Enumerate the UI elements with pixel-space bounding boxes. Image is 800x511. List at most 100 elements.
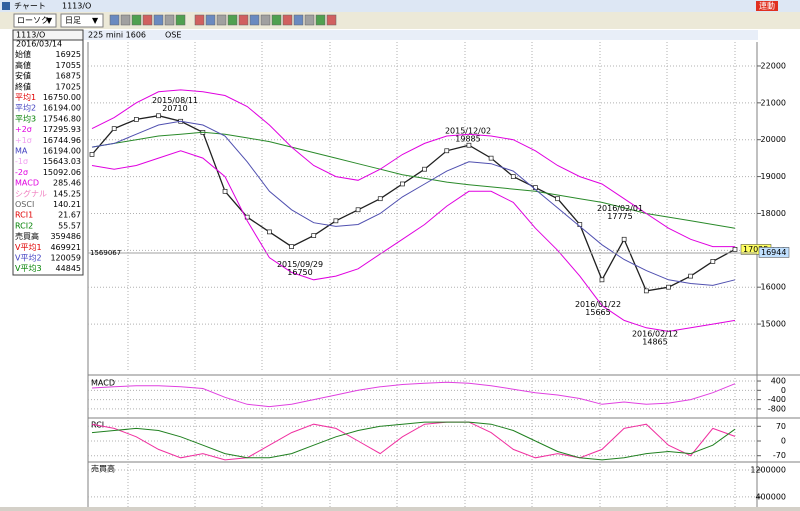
annotation-date: 2016/02/12: [632, 330, 678, 339]
info-label: 始値: [15, 49, 31, 59]
info-value: 140.21: [53, 200, 81, 209]
series-line: [91, 150, 736, 332]
y-tick-label: 22000: [761, 61, 786, 70]
info-label: RCI2: [15, 221, 33, 230]
title-bar: [0, 0, 800, 12]
y-tick-label: 21000: [761, 98, 786, 107]
price-marker: [510, 174, 516, 179]
info-value: 285.46: [53, 179, 81, 188]
price-marker: [377, 196, 383, 202]
y-tick-label: 19000: [761, 172, 786, 181]
contract: 225 mini 1606: [88, 31, 146, 40]
tool-icon[interactable]: [315, 14, 326, 26]
info-value: 145.25: [53, 189, 81, 198]
info-value: 359486: [50, 232, 81, 241]
price-marker: [688, 273, 694, 279]
tool-icon[interactable]: [304, 14, 315, 26]
link-button-label[interactable]: 連動: [759, 1, 775, 11]
annotation-value: 16750: [287, 268, 312, 277]
info-label: V平均3: [15, 263, 42, 273]
info-label: V平均1: [15, 242, 42, 252]
chart-style[interactable]: ローソク: [17, 16, 49, 25]
info-value: 16750.00: [43, 93, 81, 102]
tool-icon[interactable]: [142, 14, 153, 26]
price-marker: [422, 166, 427, 172]
tool-icon[interactable]: [260, 14, 271, 26]
annotation-date: 2015/08/11: [152, 96, 198, 105]
app-icon: [2, 2, 10, 10]
tool-icon[interactable]: [249, 14, 260, 26]
y-tick-label: 20000: [761, 135, 786, 144]
series-line: [91, 421, 736, 461]
info-label: +1σ: [15, 136, 32, 145]
price-marker: [488, 155, 494, 161]
info-label: 終値: [15, 81, 31, 91]
tool-icon[interactable]: [216, 14, 227, 26]
link-button[interactable]: [756, 1, 778, 11]
annotation-value: 17775: [607, 212, 632, 221]
annotation-date: 2015/09/29: [277, 260, 323, 269]
tool-icon[interactable]: [194, 14, 205, 26]
chart-style-select[interactable]: [13, 13, 57, 28]
panel-title: MACD: [91, 379, 115, 388]
tool-icon[interactable]: [175, 14, 186, 26]
tool-icon[interactable]: [131, 14, 142, 26]
toolbar-icons: [109, 14, 337, 26]
price-tag-label: 17025: [743, 245, 768, 254]
price-marker: [621, 236, 627, 242]
info-value: 16194.00: [43, 147, 81, 156]
y-tick-label: 70: [776, 422, 786, 431]
tool-icon[interactable]: [153, 14, 164, 26]
left-label: 1569067: [90, 249, 121, 257]
tool-icon[interactable]: [120, 14, 131, 26]
period[interactable]: 日足: [65, 16, 81, 25]
price-marker: [400, 181, 405, 187]
dropdown-arrow[interactable]: ▼: [46, 16, 53, 25]
price-marker: [289, 244, 294, 249]
dropdown-arrow[interactable]: ▼: [92, 16, 99, 25]
info-label: OSCI: [15, 200, 34, 209]
info-label: 平均3: [15, 113, 36, 123]
series-line: [91, 381, 736, 408]
info-label: 安値: [15, 71, 31, 81]
price-marker: [710, 259, 716, 264]
info-label: -2σ: [15, 168, 28, 177]
tool-icon[interactable]: [164, 14, 175, 26]
period-select[interactable]: [60, 13, 104, 28]
info-value: 17025: [56, 82, 81, 91]
y-tick-label: 1200000: [750, 466, 786, 475]
price-tag-label: 16944: [761, 248, 786, 257]
tool-icon[interactable]: [227, 14, 238, 26]
tool-icon[interactable]: [293, 14, 304, 26]
info-value: 120059: [50, 254, 81, 263]
info-value: 16194.00: [43, 104, 81, 113]
y-tick-label: -70: [773, 451, 786, 460]
tool-icon[interactable]: [326, 14, 337, 26]
info-label: 売買高: [15, 231, 39, 241]
annotation-value: 14865: [642, 338, 667, 347]
series-line: [91, 421, 736, 461]
tool-icon[interactable]: [282, 14, 293, 26]
exchange: OSE: [165, 31, 181, 40]
price-marker: [444, 148, 450, 154]
tool-icon[interactable]: [271, 14, 282, 26]
price-marker: [133, 117, 139, 122]
info-label: +2σ: [15, 125, 32, 134]
panel-title: 売買高: [91, 464, 115, 474]
annotation-date: 2015/12/02: [445, 126, 491, 135]
price-marker: [156, 113, 161, 119]
y-tick-label: -800: [768, 404, 786, 413]
tool-icon[interactable]: [205, 14, 216, 26]
price-marker: [222, 188, 228, 194]
info-label: V平均2: [15, 253, 42, 263]
price-marker: [555, 196, 560, 202]
annotation-date: 2016/01/22: [575, 300, 621, 309]
tool-icon[interactable]: [109, 14, 120, 26]
info-label: MA: [15, 147, 28, 156]
annotation-value: 15665: [585, 308, 610, 317]
y-tick-label: 15000: [761, 320, 786, 329]
tool-icon[interactable]: [238, 14, 249, 26]
info-value: 44845: [56, 264, 81, 273]
info-label: -1σ: [15, 157, 28, 166]
